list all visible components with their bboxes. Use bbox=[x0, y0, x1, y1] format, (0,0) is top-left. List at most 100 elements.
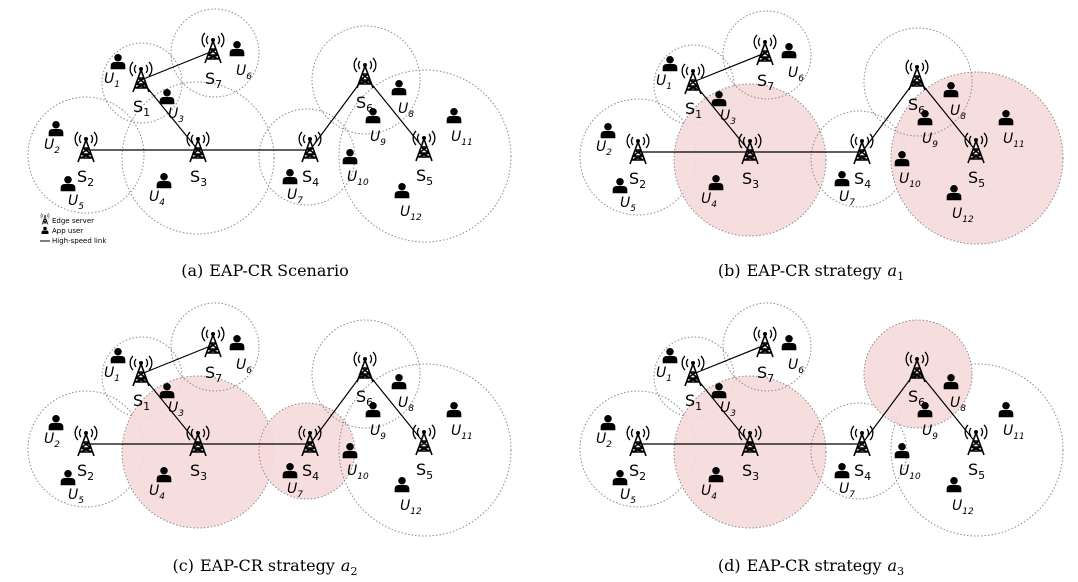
edge-server-icon-2 bbox=[74, 131, 98, 163]
server-label-1: S1 bbox=[133, 97, 150, 119]
links bbox=[638, 52, 977, 153]
user-label-2: U2 bbox=[596, 431, 612, 450]
app-user-icon-1 bbox=[662, 347, 678, 364]
app-user-icon-3 bbox=[159, 382, 175, 399]
edge-server-icon-3 bbox=[186, 425, 210, 457]
coverage-area-6 bbox=[863, 27, 973, 137]
edge-server-icon-6 bbox=[905, 59, 929, 91]
app-user-icon-5 bbox=[612, 177, 628, 194]
edge-server-icon-1 bbox=[129, 61, 153, 93]
user-label-1: U1 bbox=[104, 365, 120, 384]
coverage-area-2 bbox=[27, 96, 145, 214]
app-user-icon-10 bbox=[342, 442, 358, 459]
app-user-icon-9 bbox=[365, 107, 381, 124]
coverage-area-7 bbox=[722, 10, 812, 100]
edge-server-icon-5 bbox=[964, 132, 988, 164]
user-label-10: U10 bbox=[899, 463, 921, 482]
user-label-10: U10 bbox=[899, 171, 921, 190]
server-label-1: S1 bbox=[685, 391, 702, 413]
caption-d: (d) EAP-CR strategy a3 bbox=[718, 556, 904, 578]
edge-server-icon-3 bbox=[738, 425, 762, 457]
coverage-areas bbox=[27, 8, 512, 243]
user-label-9: U9 bbox=[370, 423, 386, 442]
app-user-icon-11 bbox=[998, 109, 1014, 126]
user-label-11: U11 bbox=[451, 129, 473, 148]
user-label-9: U9 bbox=[370, 129, 386, 148]
app-user-icon-2 bbox=[48, 120, 64, 137]
app-user-icon-9 bbox=[365, 401, 381, 418]
app-user-icon-4 bbox=[708, 174, 724, 191]
coverage-area-1 bbox=[653, 44, 735, 126]
edge-server-icon-1 bbox=[681, 355, 705, 387]
legend-link-label: High-speed link bbox=[52, 237, 107, 245]
app-user-icon-6 bbox=[229, 40, 245, 57]
caption-a: (a) EAP-CR Scenario bbox=[181, 261, 349, 280]
server-label-2: S2 bbox=[629, 169, 646, 191]
user-label-8: U8 bbox=[398, 101, 414, 120]
server-label-4: S4 bbox=[302, 461, 319, 483]
links bbox=[86, 50, 425, 151]
user-label-10: U10 bbox=[347, 169, 369, 188]
panel-a: S1 S2 S3 S4 S5 S6 S7 U1 U2 U3 U4 U5 U6 U7 U8 U9 U10 U11 U1… bbox=[27, 8, 512, 245]
app-user-icon-12 bbox=[946, 184, 962, 201]
user-label-1: U1 bbox=[104, 71, 120, 90]
links bbox=[86, 344, 425, 445]
server-label-3: S3 bbox=[742, 461, 759, 483]
edge-server-icon-3 bbox=[186, 131, 210, 163]
user-label-12: U12 bbox=[400, 204, 422, 223]
user-label-8: U8 bbox=[950, 103, 966, 122]
app-user-icon-10 bbox=[894, 150, 910, 167]
user-label-3: U3 bbox=[720, 400, 736, 419]
link-s6-s5 bbox=[916, 77, 977, 152]
server-label-7: S7 bbox=[757, 71, 774, 93]
link-s4-s6 bbox=[309, 369, 366, 445]
edge-server-icon-4 bbox=[850, 425, 874, 457]
user-label-3: U3 bbox=[168, 400, 184, 419]
server-label-6: S6 bbox=[356, 387, 373, 409]
panel-b: S1 S2 S3 S4 S5 S6 S7 U1 U2 U3 U4 U5 U6 U7 U8 U9 U10 U11 U1… bbox=[579, 10, 1064, 245]
link-s4-s6 bbox=[309, 75, 366, 151]
server-label-3: S3 bbox=[190, 461, 207, 483]
app-user-icon-4 bbox=[708, 466, 724, 483]
user-label-5: U5 bbox=[620, 195, 636, 214]
app-user-icon-7 bbox=[282, 168, 298, 185]
app-user-icon-12 bbox=[394, 182, 410, 199]
app-user-icon-3 bbox=[159, 88, 175, 105]
app-user-icon-11 bbox=[446, 107, 462, 124]
edge-server-icon-2 bbox=[74, 425, 98, 457]
user-label-2: U2 bbox=[44, 137, 60, 156]
server-label-6: S6 bbox=[356, 93, 373, 115]
legend-server-label: Edge server bbox=[52, 217, 94, 225]
app-user-icon-9 bbox=[917, 109, 933, 126]
user-label-4: U4 bbox=[149, 483, 165, 502]
user-label-9: U9 bbox=[922, 131, 938, 150]
link-s1-s7 bbox=[692, 344, 766, 375]
user-label-8: U8 bbox=[950, 395, 966, 414]
link-s6-s5 bbox=[916, 369, 977, 444]
app-user-icon-6 bbox=[229, 334, 245, 351]
server-label-7: S7 bbox=[205, 363, 222, 385]
app-user-icon-2 bbox=[600, 122, 616, 139]
coverage-area-5 bbox=[338, 363, 512, 537]
server-label-2: S2 bbox=[77, 461, 94, 483]
app-user-icon-2 bbox=[48, 414, 64, 431]
legend-user-icon bbox=[41, 226, 49, 234]
coverage-area-1 bbox=[101, 336, 183, 418]
user-label-2: U2 bbox=[44, 431, 60, 450]
link-s1-s3 bbox=[140, 79, 199, 151]
link-s1-s7 bbox=[692, 52, 766, 83]
app-user-icon-4 bbox=[156, 466, 172, 483]
user-label-8: U8 bbox=[398, 395, 414, 414]
app-user-icon-12 bbox=[394, 476, 410, 493]
edge-server-icon-4 bbox=[850, 133, 874, 165]
link-s1-s7 bbox=[140, 344, 214, 375]
user-label-7: U7 bbox=[287, 187, 303, 206]
app-user-icon-2 bbox=[600, 414, 616, 431]
user-label-2: U2 bbox=[596, 139, 612, 158]
app-user-icon-5 bbox=[60, 469, 76, 486]
edge-server-icon-7 bbox=[201, 32, 225, 64]
edge-server-icon-2 bbox=[626, 133, 650, 165]
user-label-7: U7 bbox=[287, 481, 303, 500]
coverage-area-7 bbox=[170, 302, 260, 392]
server-label-3: S3 bbox=[190, 167, 207, 189]
